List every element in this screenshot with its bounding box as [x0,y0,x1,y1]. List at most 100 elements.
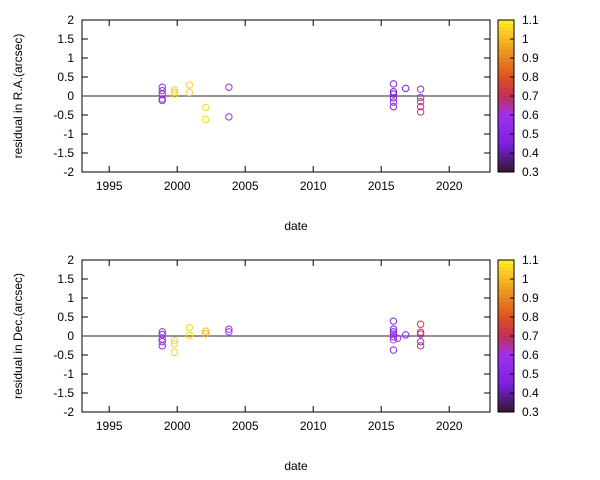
colorbar-band [498,141,514,146]
colorbar-tick-label: 0.9 [522,291,539,305]
colorbar-band [498,263,514,268]
colorbar-band [498,294,514,299]
data-point [389,317,398,325]
colorbar-band [498,58,514,63]
y-axis-label: residual in R.A.(arcsec) [11,34,25,159]
y-tick-label: 0 [67,89,74,103]
data-point [170,348,179,357]
y-tick-label: 2 [67,253,74,267]
data-point [170,86,179,94]
colorbar-band [498,115,514,120]
data-point [389,328,398,336]
colorbar-band [498,393,514,398]
data-point [389,336,398,344]
data-point [416,338,425,346]
colorbar-band [498,23,514,28]
colorbar-band [498,92,514,97]
colorbar-band [498,381,514,386]
colorbar-band [498,362,514,367]
data-point [202,327,210,335]
colorbar-band [498,271,514,276]
colorbar-band [498,389,514,394]
data-point [401,84,410,93]
x-tick-label: 2005 [232,179,259,193]
data-point [416,98,425,106]
data-point [416,85,425,93]
data-point [158,330,166,339]
colorbar-tick-label: 0.8 [522,310,539,324]
colorbar-band [498,99,514,104]
colorbar-band [498,279,514,284]
colorbar-band [498,103,514,108]
x-tick-label: 2015 [368,419,395,433]
colorbar-band [498,290,514,295]
colorbar-band [498,84,514,89]
data-point [416,330,425,338]
y-tick-label: 2 [67,13,74,27]
colorbar-band [498,31,514,36]
colorbar-band [498,317,514,322]
colorbar-tick-label: 0.7 [522,89,539,103]
colorbar-tick-label: 0.6 [522,348,539,362]
colorbar-band [498,267,514,272]
x-tick-label: 1995 [96,179,123,193]
colorbar-band [498,137,514,142]
colorbar-band [498,77,514,82]
colorbar-band [498,275,514,280]
colorbar-band [498,404,514,409]
colorbar-band [498,298,514,303]
colorbar-tick-label: 1.1 [522,253,539,267]
colorbar-band [498,400,514,405]
colorbar-band [498,156,514,161]
data-point [170,90,179,98]
y-tick-label: -0.5 [53,348,74,362]
y-tick-label: 1.5 [57,272,74,286]
colorbar-tick-label: 0.4 [522,146,539,160]
colorbar-tick-label: 1.1 [522,13,539,27]
data-point [225,328,233,336]
x-tick-label: 2015 [368,179,395,193]
x-tick-label: 2010 [300,419,327,433]
colorbar-tick-label: 0.5 [522,367,539,381]
colorbar: 0.3 0.4 0.5 0.6 0.7 0.8 0.9 1 1.1 [497,13,539,179]
x-tick-label: 2020 [436,419,463,433]
colorbar-band [498,332,514,337]
colorbar-band [498,370,514,375]
y-tick-label: -1.5 [53,386,74,400]
colorbar-band [498,301,514,306]
data-point [389,80,398,88]
data-point [416,328,425,336]
colorbar-tick-label: 1 [522,272,529,286]
data-point [185,323,194,332]
colorbar-band [498,96,514,101]
colorbar-band [498,149,514,154]
data-point [202,330,210,338]
colorbar-band [498,305,514,310]
colorbar-band [498,168,514,173]
data-point [389,346,398,354]
y-tick-label: -1 [63,127,74,141]
data-point [389,325,398,333]
colorbar-band [498,54,514,59]
colorbar-band [498,134,514,139]
colorbar-band [498,282,514,287]
colorbar-band [498,339,514,344]
colorbar-band [498,126,514,131]
data-point [416,320,425,328]
colorbar: 0.3 0.4 0.5 0.6 0.7 0.8 0.9 1 1.1 [497,253,539,419]
y-tick-label: 0.5 [57,310,74,324]
x-tick-label: 2000 [164,179,191,193]
colorbar-tick-label: 0.3 [522,405,539,419]
data-point [389,94,398,102]
colorbar-band [498,374,514,379]
colorbar-band [498,160,514,165]
x-axis-label: date [284,459,308,473]
data-point [185,81,194,89]
colorbar-band [498,377,514,382]
data-point [202,103,210,112]
data-point [202,115,210,124]
colorbar-band [498,50,514,55]
colorbar-band [498,313,514,318]
y-tick-label: -2 [63,405,74,419]
